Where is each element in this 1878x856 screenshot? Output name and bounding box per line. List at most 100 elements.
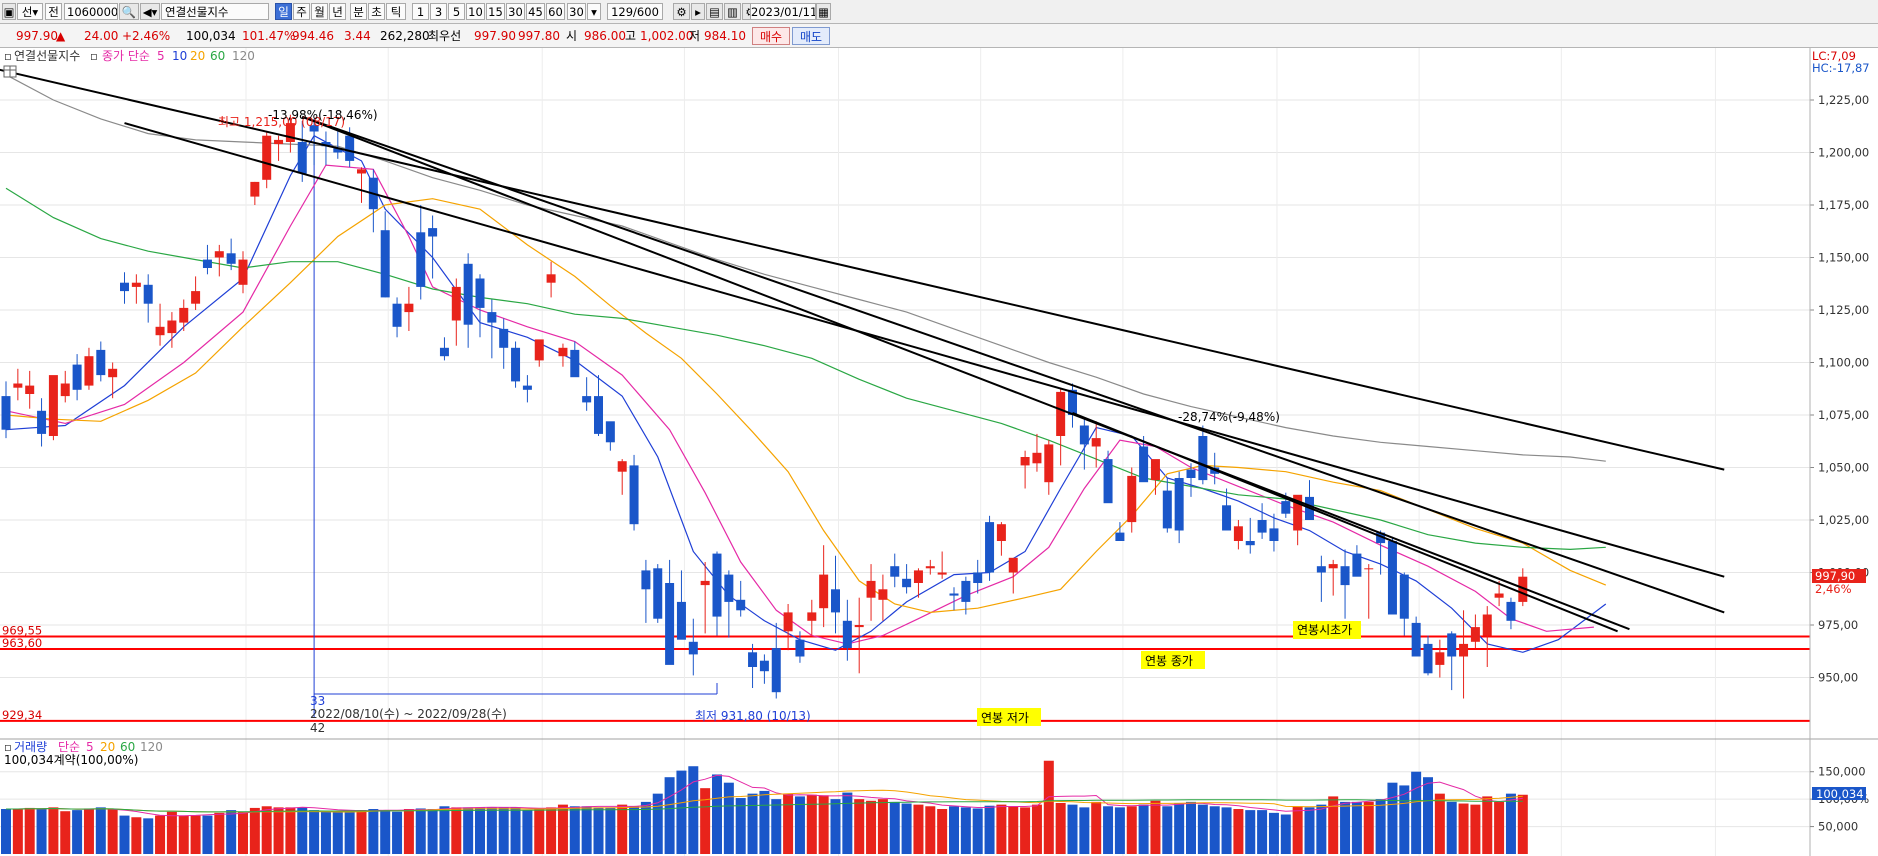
count-field[interactable]: 129/600 xyxy=(607,3,663,20)
volume-bar xyxy=(605,807,616,854)
volume-bar xyxy=(178,815,189,854)
volume-bar xyxy=(1340,801,1351,854)
candle-body xyxy=(1435,652,1445,665)
candle-body xyxy=(84,356,94,386)
tag-close-label: 연봉 종가 xyxy=(1145,654,1193,668)
volume-bar xyxy=(771,799,782,854)
interval-1[interactable]: 1 xyxy=(412,3,429,20)
volume-bar xyxy=(1351,801,1362,854)
interval-10[interactable]: 10 xyxy=(466,3,485,20)
volume-current-tag: 100,034 xyxy=(1816,787,1864,801)
period-second-tab[interactable]: 초 xyxy=(368,3,385,20)
chart-background xyxy=(0,48,1878,856)
tag-close-box xyxy=(1141,651,1205,669)
level-label: 929,34 xyxy=(2,708,42,722)
print-icon[interactable]: ▥ xyxy=(724,3,741,20)
candle-body xyxy=(1482,614,1492,636)
volume-bar xyxy=(202,815,213,854)
interval-dropdown[interactable]: ▾ xyxy=(587,3,601,20)
period-day-tab[interactable]: 일 xyxy=(275,3,292,20)
candle-body xyxy=(629,465,639,525)
volume-bar xyxy=(475,807,485,854)
scroll-icon[interactable]: ▸ xyxy=(691,3,705,20)
search-icon[interactable]: 🔍 xyxy=(119,3,139,20)
volume-ma-prefix: 단순 xyxy=(58,740,80,754)
volume-bar xyxy=(1103,806,1114,854)
volume-bar xyxy=(48,807,59,854)
high-annotation: 최고 1,215,00 (08/17) xyxy=(218,115,345,129)
interval-5[interactable]: 5 xyxy=(448,3,465,20)
layout-icon[interactable]: ▣ xyxy=(2,3,16,20)
speaker-icon[interactable]: ◀▾ xyxy=(140,3,160,20)
legend-collapse-icon[interactable]: ▫ xyxy=(4,49,12,63)
axis-tick-label: 1,025,00 xyxy=(1818,513,1869,527)
candle-body xyxy=(392,303,402,327)
jeon-button[interactable]: 전 xyxy=(45,3,62,20)
period-month-tab[interactable]: 월 xyxy=(311,3,328,20)
candle-body xyxy=(1032,452,1042,464)
sell-button[interactable]: 매도 xyxy=(792,27,830,45)
trendline xyxy=(124,122,1725,578)
candle-body xyxy=(1340,566,1350,586)
interval-3[interactable]: 3 xyxy=(430,3,447,20)
legend-ma-prefix: 종가 단순 xyxy=(102,49,150,63)
candle-body xyxy=(1293,494,1303,531)
candles xyxy=(1,114,1528,699)
candle-body xyxy=(120,282,129,292)
candle-body xyxy=(1494,593,1504,598)
period-year-tab[interactable]: 년 xyxy=(329,3,346,20)
quote-prev-value: 994.46 xyxy=(292,29,334,43)
volume-bar xyxy=(463,807,474,854)
candle-body xyxy=(570,349,580,378)
volume-bar xyxy=(309,810,320,854)
save-icon[interactable]: ▤ xyxy=(706,3,723,20)
volume-collapse-icon[interactable]: ▫ xyxy=(4,740,12,754)
volume-bar xyxy=(1411,771,1422,854)
candle-body xyxy=(1328,564,1338,569)
candle-body xyxy=(380,230,390,298)
interval-30[interactable]: 30 xyxy=(506,3,525,20)
measure-range-label: 2022/08/10(수) ~ 2022/09/28(수) xyxy=(310,707,507,721)
period-tick-tab[interactable]: 틱 xyxy=(386,3,406,20)
settings-toggle-icon[interactable]: ⚙ xyxy=(673,3,690,20)
interval-input[interactable]: 30 xyxy=(567,3,586,20)
volume-bar xyxy=(842,792,853,854)
candle-body xyxy=(641,570,651,590)
calendar-icon[interactable]: ▦ xyxy=(816,3,831,20)
ma-line-10 xyxy=(5,164,1594,645)
candle-body xyxy=(463,263,473,325)
candle-body xyxy=(866,580,876,598)
candle-body xyxy=(913,570,923,583)
price-tag-box xyxy=(1812,569,1866,583)
low-annotation: 최저 931,80 (10/13) xyxy=(695,709,811,723)
period-minute-tab[interactable]: 분 xyxy=(350,3,367,20)
candle-body xyxy=(1423,643,1433,674)
volume-bar xyxy=(1138,804,1149,854)
volume-bar xyxy=(534,809,545,854)
price-axis: 950,00975,001,000,001,025,001,050,001,07… xyxy=(1810,93,1869,685)
interval-45[interactable]: 45 xyxy=(526,3,545,20)
mode-select[interactable]: 선▾ xyxy=(17,3,43,20)
candle-body xyxy=(499,328,509,348)
volume-bar xyxy=(1423,777,1433,854)
volume-tick-label: 50,000 xyxy=(1818,820,1858,834)
volume-bar xyxy=(155,815,166,854)
candle-body xyxy=(831,589,840,613)
volume-bar xyxy=(344,810,355,854)
interval-60[interactable]: 60 xyxy=(546,3,565,20)
level-label: 963,60 xyxy=(2,636,42,650)
volume-bar xyxy=(238,811,248,854)
code-input[interactable]: 10600000 xyxy=(64,3,118,20)
quote-price: 997.90 xyxy=(16,29,58,43)
period-week-tab[interactable]: 주 xyxy=(293,3,310,20)
interval-15[interactable]: 15 xyxy=(486,3,505,20)
volume-bar xyxy=(1209,806,1220,854)
candle-body xyxy=(262,135,272,180)
volume-tick-label: 150,000 xyxy=(1818,765,1866,779)
candle-body xyxy=(605,421,615,443)
axis-tick-label: 1,225,00 xyxy=(1818,93,1869,107)
date-field[interactable]: 2023/01/11 xyxy=(750,3,816,20)
buy-button[interactable]: 매수 xyxy=(752,27,790,45)
